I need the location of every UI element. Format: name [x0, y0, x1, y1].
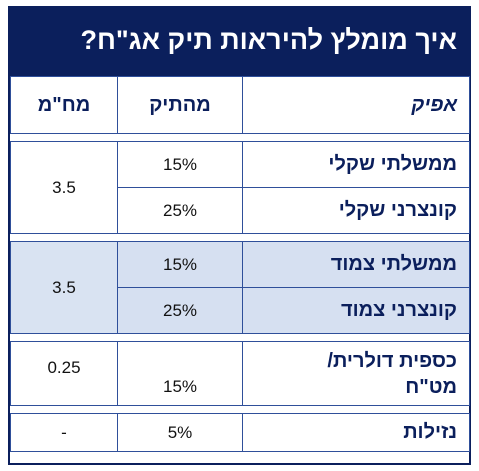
- header-fund: אפיק: [242, 76, 470, 134]
- group-duration: 0.25: [10, 341, 118, 406]
- group-duration: -: [10, 413, 118, 452]
- table-header-row: אפיק מהתיק מח"מ: [10, 76, 470, 134]
- table-row: נזילות 5% -: [10, 413, 470, 452]
- spacer-row: [10, 333, 470, 342]
- row-name: קונצרני צמוד: [242, 287, 470, 334]
- row-name: קונצרני שקלי: [242, 187, 470, 234]
- row-name-line2: מט"ח: [405, 375, 457, 398]
- row-pct: 25%: [117, 187, 243, 234]
- spacer-row: [10, 233, 470, 242]
- group-duration: 3.5: [10, 141, 118, 234]
- row-name: כספית דולרית/ מט"ח: [242, 341, 470, 406]
- table-row: ממשלתי צמוד 15% 3.5: [10, 241, 470, 334]
- table-row: קונצרני צמוד 25%: [11, 287, 470, 334]
- spacer-row: [10, 405, 470, 414]
- group-duration: 3.5: [10, 241, 118, 334]
- header-track: מהתיק: [117, 76, 243, 134]
- row-name: ממשלתי שקלי: [242, 141, 470, 188]
- allocation-table-frame: איך מומלץ להיראות תיק אג"ח? אפיק מהתיק מ…: [8, 6, 471, 465]
- row-name: נזילות: [242, 413, 470, 452]
- row-pct: 15%: [117, 141, 243, 188]
- row-pct: 5%: [117, 413, 243, 452]
- table-row: קונצרני שקלי 25%: [11, 187, 470, 234]
- row-name: ממשלתי צמוד: [242, 241, 470, 288]
- row-name-line1: כספית דולרית/: [327, 349, 457, 372]
- header-duration: מח"מ: [10, 76, 118, 134]
- row-pct: 25%: [117, 287, 243, 334]
- row-pct: 15%: [117, 241, 243, 288]
- spacer-row: [10, 133, 470, 142]
- page-title: איך מומלץ להיראות תיק אג"ח?: [10, 8, 469, 76]
- allocation-table: אפיק מהתיק מח"מ ממשלתי שקלי 15% 3.5 קונצ…: [10, 76, 470, 452]
- table-row: כספית דולרית/ מט"ח 15% 0.25: [10, 341, 470, 406]
- table-row: ממשלתי שקלי 15% 3.5: [10, 141, 470, 234]
- row-pct: 15%: [117, 341, 243, 406]
